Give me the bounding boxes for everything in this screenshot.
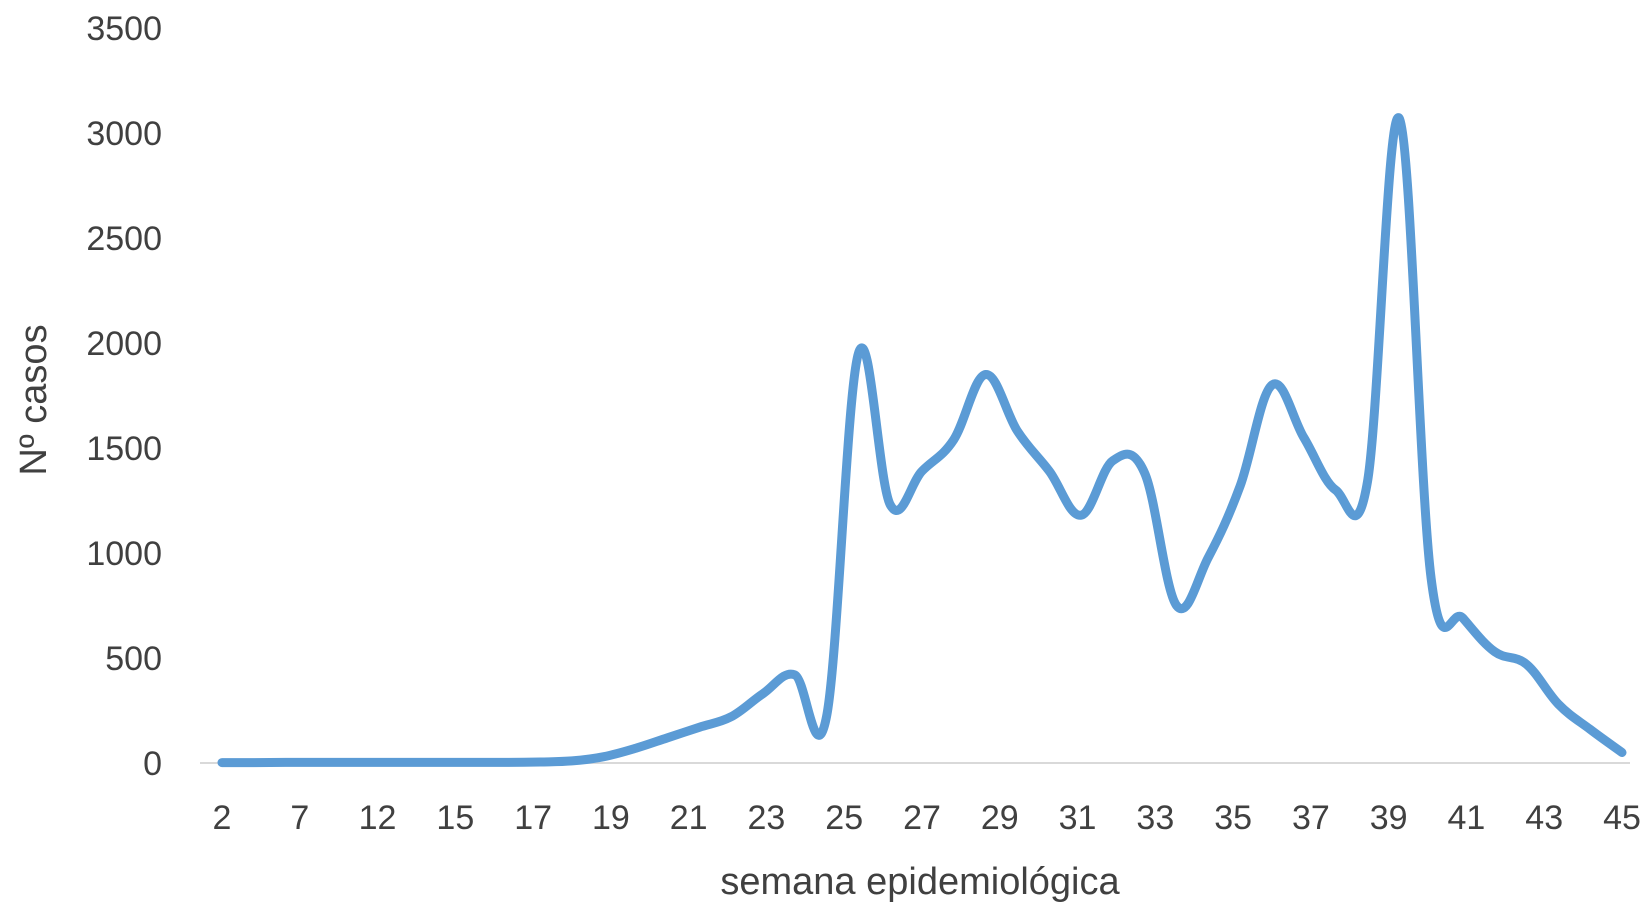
x-tick-label: 31	[1059, 799, 1097, 837]
y-tick-label: 1500	[86, 430, 162, 468]
y-tick-label: 1000	[86, 535, 162, 573]
x-tick-label: 23	[748, 799, 786, 837]
x-tick-label: 12	[359, 799, 397, 837]
y-axis-title: Nº casos	[13, 324, 55, 475]
x-tick-label: 33	[1136, 799, 1174, 837]
x-tick-label: 43	[1525, 799, 1563, 837]
x-tick-label: 45	[1603, 799, 1641, 837]
y-tick-label: 3000	[86, 115, 162, 153]
y-tick-label: 3500	[86, 10, 162, 48]
y-tick-label: 2500	[86, 220, 162, 258]
x-tick-label: 7	[290, 799, 309, 837]
x-tick-label: 25	[825, 799, 863, 837]
x-tick-label: 29	[981, 799, 1019, 837]
x-tick-label: 37	[1292, 799, 1330, 837]
x-tick-label: 35	[1214, 799, 1252, 837]
x-tick-label: 19	[592, 799, 630, 837]
y-tick-label: 0	[143, 745, 162, 783]
x-tick-label: 41	[1448, 799, 1486, 837]
y-axis-tick-labels: 0 500 1000 1500 2000 2500 3000 3500	[86, 10, 162, 783]
x-tick-label: 39	[1370, 799, 1408, 837]
x-tick-label: 27	[903, 799, 941, 837]
series-line	[217, 113, 1627, 768]
x-tick-label: 2	[213, 799, 232, 837]
y-tick-label: 2000	[86, 325, 162, 363]
y-tick-label: 500	[105, 640, 162, 678]
x-tick-label: 21	[670, 799, 708, 837]
x-tick-label: 17	[514, 799, 552, 837]
x-axis-tick-labels: 2 7 12 15 17 19 21 23 25 27 29 31 33 35 37 39 41 43 45	[213, 799, 1641, 837]
x-tick-label: 15	[436, 799, 474, 837]
x-axis-title: semana epidemiológica	[720, 861, 1120, 903]
